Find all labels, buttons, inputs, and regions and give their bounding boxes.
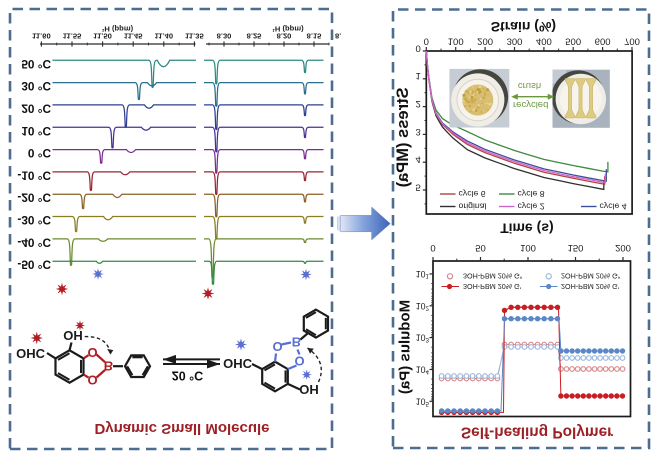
- svg-text:700: 700: [624, 36, 640, 47]
- svg-text:8.30: 8.30: [217, 31, 232, 40]
- svg-text:11.50: 11.50: [93, 31, 112, 40]
- svg-text:2: 2: [416, 98, 421, 109]
- svg-text:-30 °C: -30 °C: [17, 213, 51, 227]
- svg-text:150: 150: [568, 242, 584, 253]
- svg-text:3OH-PBM 20% G′: 3OH-PBM 20% G′: [463, 282, 522, 291]
- svg-text:8.: 8.: [335, 31, 341, 40]
- svg-text:50: 50: [475, 242, 486, 253]
- svg-text:cycle 8: cycle 8: [518, 189, 545, 199]
- svg-text:¹H (ppm): ¹H (ppm): [102, 25, 134, 34]
- svg-text:8.15: 8.15: [307, 31, 323, 40]
- svg-text:Time (s): Time (s): [500, 221, 553, 237]
- svg-text:0: 0: [416, 42, 421, 53]
- svg-text:50 °C: 50 °C: [21, 57, 51, 71]
- svg-text:¹H (ppm): ¹H (ppm): [272, 25, 304, 34]
- svg-text:300: 300: [507, 36, 523, 47]
- svg-text:5: 5: [416, 181, 421, 192]
- svg-text:Modulus (Pa): Modulus (Pa): [397, 300, 414, 394]
- svg-text:OHC: OHC: [16, 346, 46, 361]
- svg-text:4: 4: [416, 154, 421, 165]
- svg-text:11.60: 11.60: [32, 31, 51, 40]
- svg-text:3OH-PBM 20% G″: 3OH-PBM 20% G″: [463, 272, 523, 281]
- svg-text:O: O: [87, 373, 97, 388]
- svg-text:100: 100: [448, 36, 464, 47]
- svg-text:600: 600: [595, 36, 611, 47]
- svg-text:200: 200: [477, 36, 493, 47]
- svg-text:OH: OH: [63, 328, 83, 343]
- svg-text:Self-healing Polymer: Self-healing Polymer: [461, 424, 613, 441]
- svg-text:400: 400: [536, 36, 552, 47]
- svg-text:8.25: 8.25: [247, 31, 263, 40]
- svg-text:O: O: [272, 339, 282, 354]
- svg-text:original: original: [459, 201, 487, 211]
- svg-text:200: 200: [615, 242, 631, 253]
- svg-text:103: 103: [416, 333, 430, 344]
- svg-text:500: 500: [565, 36, 581, 47]
- svg-text:cycle 2: cycle 2: [518, 201, 545, 211]
- svg-text:-40 °C: -40 °C: [17, 235, 51, 249]
- svg-text:0 °C: 0 °C: [28, 146, 52, 160]
- svg-text:100: 100: [520, 242, 536, 253]
- svg-text:OH: OH: [299, 382, 319, 397]
- svg-text:11.45: 11.45: [124, 31, 143, 40]
- svg-text:11.35: 11.35: [185, 31, 204, 40]
- svg-text:cycle 6: cycle 6: [459, 189, 486, 199]
- svg-text:-20 °C: -20 °C: [17, 191, 51, 205]
- svg-text:-10 °C: -10 °C: [17, 168, 51, 182]
- svg-text:101: 101: [416, 269, 430, 280]
- svg-text:cycle 4: cycle 4: [600, 201, 627, 211]
- svg-text:10 °C: 10 °C: [21, 124, 51, 138]
- svg-text:105: 105: [416, 396, 430, 407]
- svg-text:20 °C: 20 °C: [21, 101, 51, 115]
- svg-text:2OH-PBM 20% G″: 2OH-PBM 20% G″: [561, 272, 621, 281]
- svg-text:0: 0: [430, 242, 435, 253]
- svg-text:OHC: OHC: [223, 356, 253, 371]
- svg-text:20 °C: 20 °C: [172, 369, 203, 383]
- svg-text:recycled: recycled: [513, 99, 548, 110]
- svg-text:B: B: [292, 335, 301, 350]
- svg-text:-50 °C: -50 °C: [17, 258, 51, 272]
- svg-text:crush: crush: [518, 80, 541, 91]
- svg-text:O: O: [87, 345, 97, 360]
- svg-text:Strain (%): Strain (%): [491, 19, 556, 35]
- svg-text:B: B: [104, 359, 113, 374]
- svg-text:0: 0: [424, 36, 429, 47]
- svg-text:2OH-PBM 20% G′: 2OH-PBM 20% G′: [561, 282, 620, 291]
- svg-text:11.40: 11.40: [155, 31, 174, 40]
- svg-text:3: 3: [416, 126, 421, 137]
- svg-text:1: 1: [416, 70, 421, 81]
- svg-text:8.20: 8.20: [277, 31, 292, 40]
- svg-text:30 °C: 30 °C: [21, 79, 51, 93]
- svg-text:Dynamic Small Molecule: Dynamic Small Molecule: [94, 420, 269, 437]
- svg-text:Stress (MPa): Stress (MPa): [394, 87, 412, 187]
- svg-text:104: 104: [416, 365, 430, 376]
- svg-text:11.55: 11.55: [63, 31, 82, 40]
- svg-text:O: O: [294, 354, 304, 369]
- svg-text:102: 102: [416, 301, 430, 312]
